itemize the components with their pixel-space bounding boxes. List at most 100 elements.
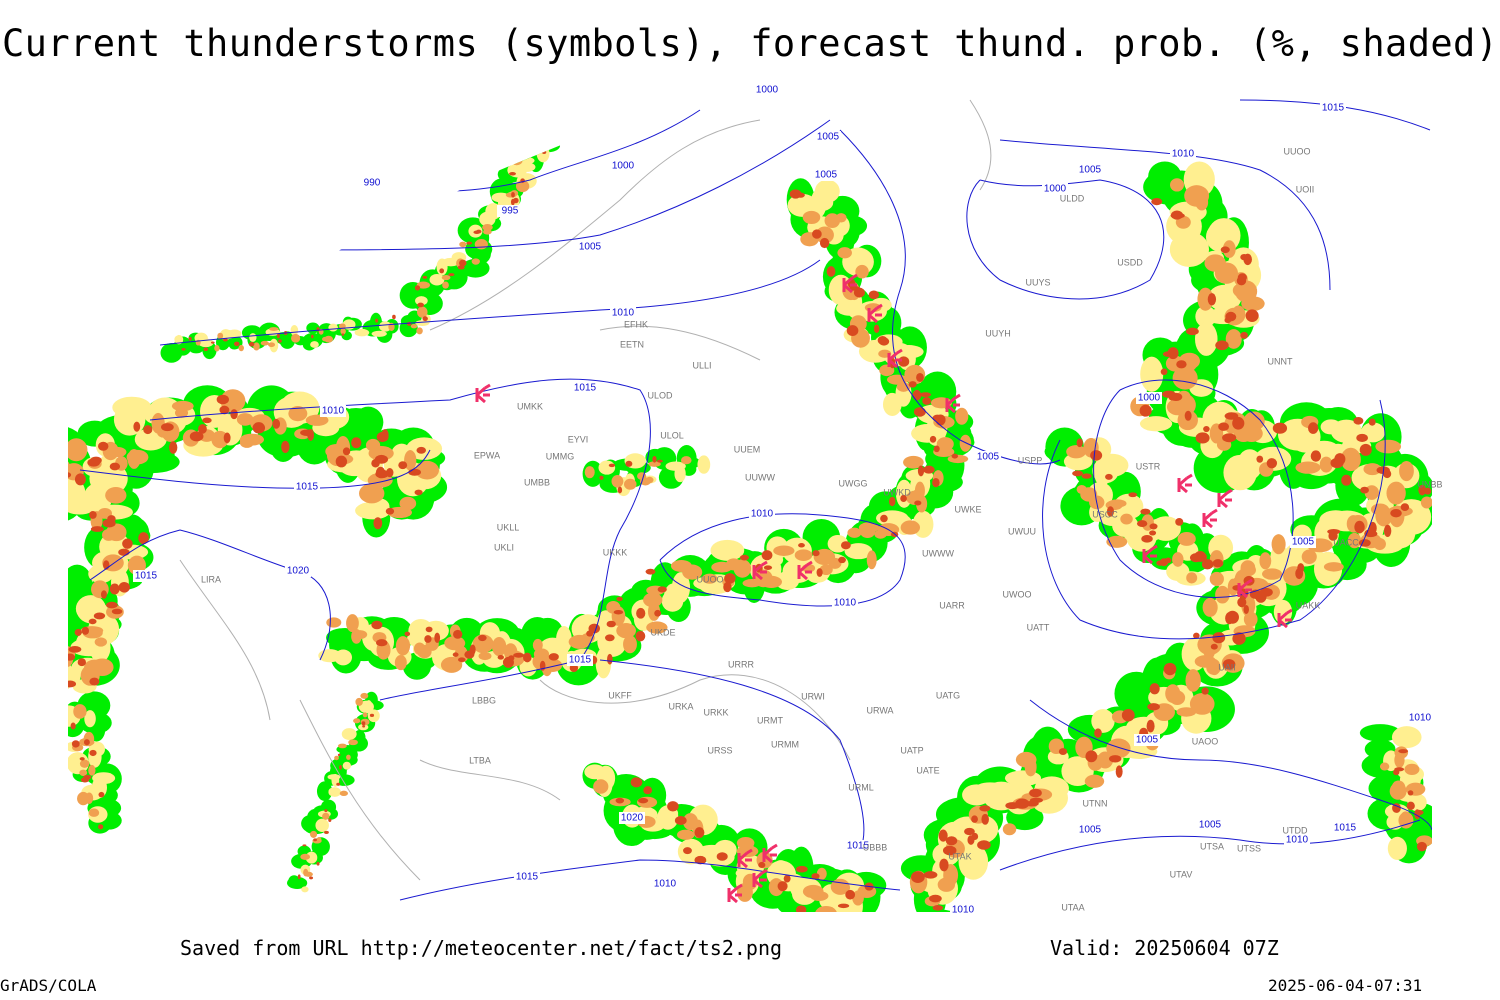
red-shade <box>385 507 395 515</box>
red-shade <box>513 652 525 658</box>
orange-shade <box>886 374 908 385</box>
yellow-shade <box>112 396 152 419</box>
orange-shade <box>879 364 895 377</box>
red-shade <box>635 630 646 642</box>
red-shade <box>118 581 130 593</box>
yellow-shade <box>844 543 873 560</box>
red-shade <box>98 824 104 830</box>
station-label: UATP <box>900 745 923 755</box>
isobar-label-bg <box>749 508 775 520</box>
red-shade <box>1085 750 1098 763</box>
station-label: URSS <box>707 745 732 755</box>
red-shade <box>448 273 455 277</box>
yellow-shade <box>556 625 572 654</box>
orange-shade <box>1172 552 1184 567</box>
red-shade <box>375 318 379 323</box>
red-shade <box>911 871 925 884</box>
red-shade <box>511 191 515 198</box>
red-shade <box>1201 559 1214 570</box>
orange-shade <box>1363 463 1382 476</box>
red-shade <box>1128 492 1138 498</box>
red-shade <box>606 620 616 628</box>
storm-symbol <box>887 348 903 369</box>
isobar-label-bg <box>359 177 385 189</box>
yellow-shade <box>249 333 257 342</box>
station-label: URKK <box>703 707 728 717</box>
isobar-label: 1015 <box>574 383 597 394</box>
orange-shade <box>896 382 911 392</box>
red-shade <box>812 550 820 557</box>
orange-shade <box>1375 439 1402 454</box>
red-shade <box>674 816 687 825</box>
green-shade <box>541 105 560 122</box>
orange-shade <box>316 837 322 843</box>
red-shade <box>932 414 943 422</box>
orange-shade <box>109 447 127 458</box>
red-shade <box>371 620 383 630</box>
red-shade <box>316 861 320 866</box>
red-shade <box>643 786 653 795</box>
red-shade <box>111 608 123 615</box>
yellow-shade <box>491 192 511 203</box>
orange-shade <box>1024 757 1037 777</box>
red-shade <box>203 347 209 352</box>
orange-shade <box>1240 424 1263 443</box>
yellow-shade <box>429 273 445 286</box>
yellow-shade <box>1391 726 1422 749</box>
orange-shade <box>646 621 668 634</box>
orange-shade <box>859 525 876 539</box>
orange-shade <box>533 125 548 134</box>
yellow-shade <box>1140 356 1164 392</box>
red-shade <box>636 607 646 619</box>
red-shade <box>977 840 991 850</box>
isobar-label-bg <box>1136 392 1162 404</box>
orange-shade <box>1389 782 1407 800</box>
isobar-label-bg <box>1197 819 1223 831</box>
station-label: UOII <box>1296 184 1315 194</box>
orange-shade <box>1165 684 1181 703</box>
red-shade <box>457 265 465 270</box>
red-shade <box>1237 273 1247 282</box>
red-shade <box>967 835 975 845</box>
red-shade <box>981 813 989 825</box>
yellow-shade <box>83 482 112 514</box>
station-label: UTAV <box>1170 869 1193 879</box>
red-shade <box>625 460 633 467</box>
yellow-shade <box>328 787 341 795</box>
red-shade <box>1416 841 1427 852</box>
red-shade <box>1201 687 1209 695</box>
isobar-label: 1010 <box>322 406 345 417</box>
red-shade <box>417 302 425 308</box>
station-label: UWUU <box>1008 526 1036 536</box>
orange-shade <box>1066 445 1087 459</box>
orange-shade <box>326 617 342 628</box>
orange-shade <box>88 808 100 817</box>
isobar-label-bg <box>514 871 540 883</box>
storm-symbol <box>737 848 753 869</box>
orange-shade <box>515 180 530 193</box>
isobar-label-bg <box>320 405 346 417</box>
red-shade <box>1165 557 1172 564</box>
red-shade <box>548 653 559 661</box>
storm-symbol <box>752 868 768 889</box>
isobar-label: 1020 <box>287 566 310 577</box>
isobar-label-bg <box>815 131 841 143</box>
orange-shade <box>815 905 837 912</box>
orange-shade <box>855 264 869 279</box>
orange-shade <box>773 545 795 556</box>
red-shade <box>789 189 802 199</box>
red-shade <box>169 441 178 454</box>
red-shade <box>469 644 476 655</box>
isobar-label: 1020 <box>621 813 644 824</box>
station-label: UUOO <box>697 574 724 584</box>
station-label: UATG <box>936 690 960 700</box>
red-shade <box>68 645 82 653</box>
isobar-label: 1010 <box>1409 713 1432 724</box>
isobar-label: 1000 <box>612 161 635 172</box>
orange-shade <box>394 655 407 671</box>
storm-symbol <box>797 560 813 581</box>
red-shade <box>1341 474 1352 486</box>
station-label: URKA <box>668 701 693 711</box>
station-label: UTNN <box>1083 798 1108 808</box>
red-shade <box>929 894 942 903</box>
